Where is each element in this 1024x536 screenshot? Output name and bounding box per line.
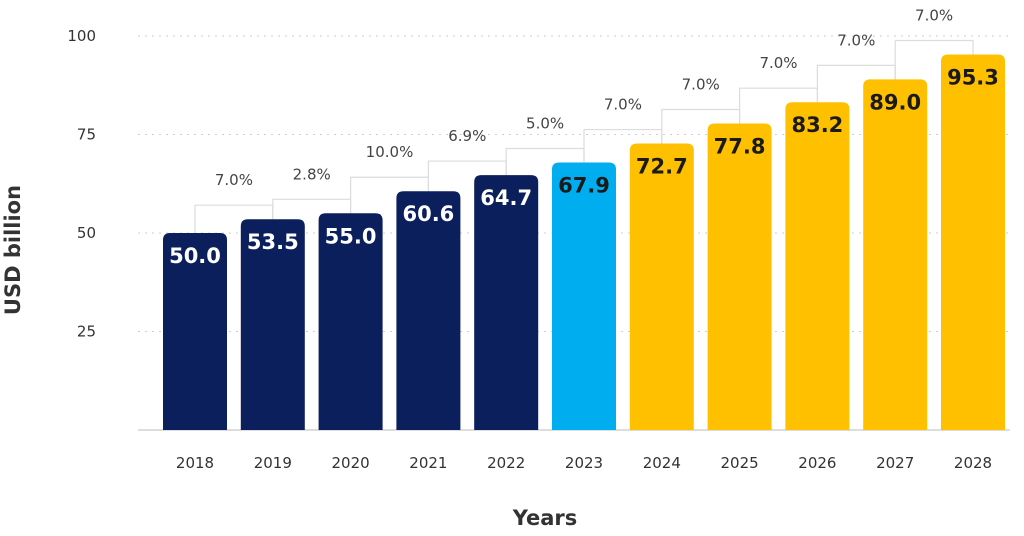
x-tick-label: 2028 (954, 454, 992, 472)
y-tick-label: 100 (67, 27, 96, 45)
growth-connector (894, 39, 974, 80)
bar-2028 (941, 54, 1005, 430)
x-tick-label: 2022 (487, 454, 525, 472)
bar-2023 (552, 162, 616, 430)
bar-2021 (396, 191, 461, 430)
growth-label: 10.0% (366, 143, 414, 161)
value-label: 77.8 (714, 134, 766, 158)
value-label: 83.2 (791, 113, 843, 137)
value-label: 50.0 (169, 244, 221, 268)
bar-2027 (863, 79, 928, 430)
x-tick-label: 2027 (876, 454, 914, 472)
growth-label: 7.0% (759, 54, 797, 72)
x-tick-label: 2025 (721, 454, 759, 472)
growth-label: 7.0% (215, 171, 253, 189)
bar-2026 (785, 102, 850, 430)
x-tick-label: 2021 (409, 454, 447, 472)
value-label: 72.7 (636, 155, 688, 179)
y-tick-label: 50 (77, 224, 96, 242)
x-tick-label: 2024 (643, 454, 681, 472)
y-tick-label: 75 (77, 126, 96, 144)
value-label: 55.0 (325, 224, 377, 248)
value-label: 89.0 (869, 90, 921, 114)
value-label: 67.9 (558, 173, 610, 197)
value-label: 64.7 (480, 186, 532, 210)
growth-label: 7.0% (604, 96, 642, 114)
y-tick-label: 25 (77, 323, 96, 341)
growth-label: 7.0% (837, 31, 875, 49)
y-axis-title: USD billion (1, 185, 25, 315)
x-axis-title: Years (512, 506, 578, 530)
growth-label: 7.0% (915, 7, 953, 25)
x-tick-label: 2023 (565, 454, 603, 472)
value-label: 95.3 (947, 66, 999, 90)
x-tick-label: 2020 (332, 454, 370, 472)
bar-2018 (163, 233, 227, 430)
bar-2025 (707, 123, 772, 430)
x-tick-label: 2026 (798, 454, 836, 472)
growth-label: 5.0% (526, 114, 564, 132)
growth-label: 6.9% (448, 127, 486, 145)
growth-label: 7.0% (682, 75, 720, 93)
x-tick-label: 2018 (176, 454, 214, 472)
bar-2019 (240, 219, 305, 430)
bar-2022 (474, 175, 539, 430)
value-label: 60.6 (402, 202, 454, 226)
x-tick-label: 2019 (254, 454, 292, 472)
growth-label: 2.8% (293, 165, 331, 183)
bar-2024 (629, 143, 694, 430)
bar-2020 (318, 213, 383, 430)
value-label: 53.5 (247, 230, 299, 254)
